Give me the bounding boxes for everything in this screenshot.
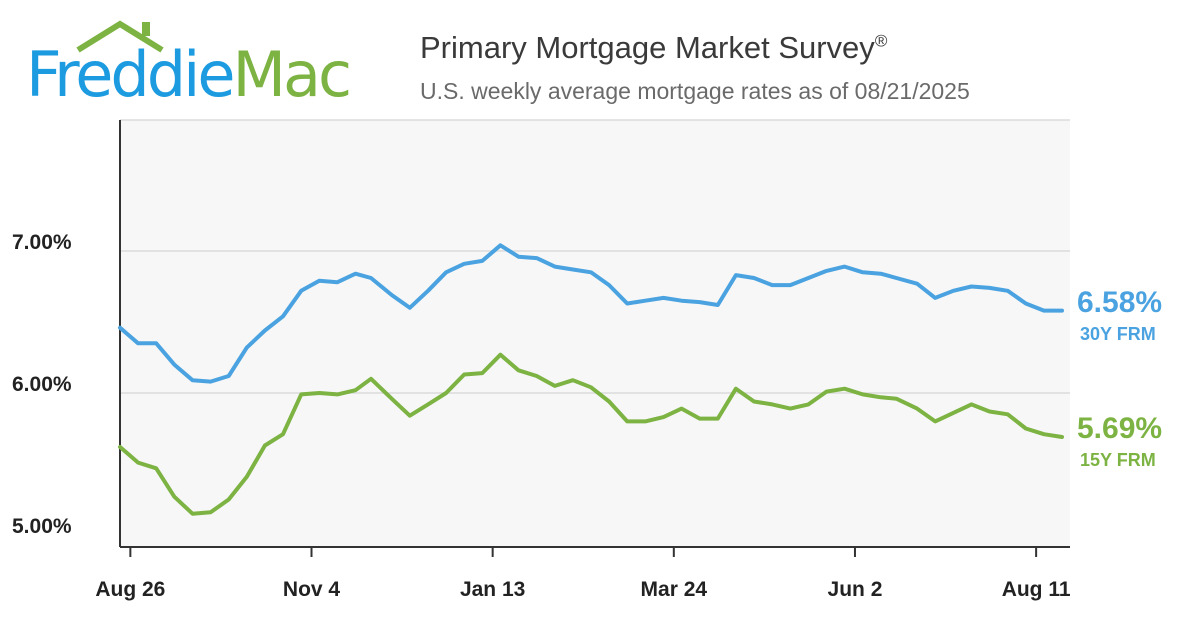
x-tick-label: Jan 13 (460, 578, 525, 601)
x-tick-label: Mar 24 (641, 578, 708, 601)
chart-subtitle: U.S. weekly average mortgage rates as of… (420, 78, 970, 104)
chart-title: Primary Mortgage Market Survey® (420, 30, 887, 66)
x-tick-label: Jun 2 (828, 578, 883, 601)
series-line-30y (118, 243, 1064, 384)
axes (119, 120, 1070, 548)
y-tick-label: 7.00% (12, 231, 72, 254)
y-tick-label: 6.00% (12, 373, 72, 396)
x-tick-label: Nov 4 (283, 578, 341, 601)
end-label-30y-name: 30Y FRM (1080, 324, 1156, 344)
chart-title-text: Primary Mortgage Market Survey (420, 30, 875, 65)
x-tick-label: Aug 11 (1002, 578, 1071, 601)
freddie-mac-logo: FreddieMac (26, 20, 386, 110)
x-axis-ticks: Aug 26 Nov 4 Jan 13 Mar 24 Jun 2 Aug 11 (95, 547, 1071, 601)
end-label-15y-name: 15Y FRM (1080, 450, 1156, 470)
x-tick-label: Aug 26 (95, 578, 165, 601)
logo-wordmark: FreddieMac (26, 44, 352, 106)
house-roof-icon (76, 20, 164, 53)
y-axis-ticks: 5.00% 6.00% 7.00% (12, 231, 72, 538)
plot-area (120, 120, 1070, 547)
series-lines (118, 243, 1064, 516)
end-label-15y-value: 5.69% (1077, 412, 1163, 445)
gridlines (120, 119, 1070, 394)
logo-mac-text: Mac (232, 38, 353, 111)
logo-freddie-text: Freddie (26, 38, 236, 111)
series-line-15y (118, 352, 1064, 516)
end-label-30y-value: 6.58% (1077, 286, 1163, 319)
y-tick-label: 5.00% (12, 515, 72, 538)
registered-mark: ® (874, 31, 888, 51)
